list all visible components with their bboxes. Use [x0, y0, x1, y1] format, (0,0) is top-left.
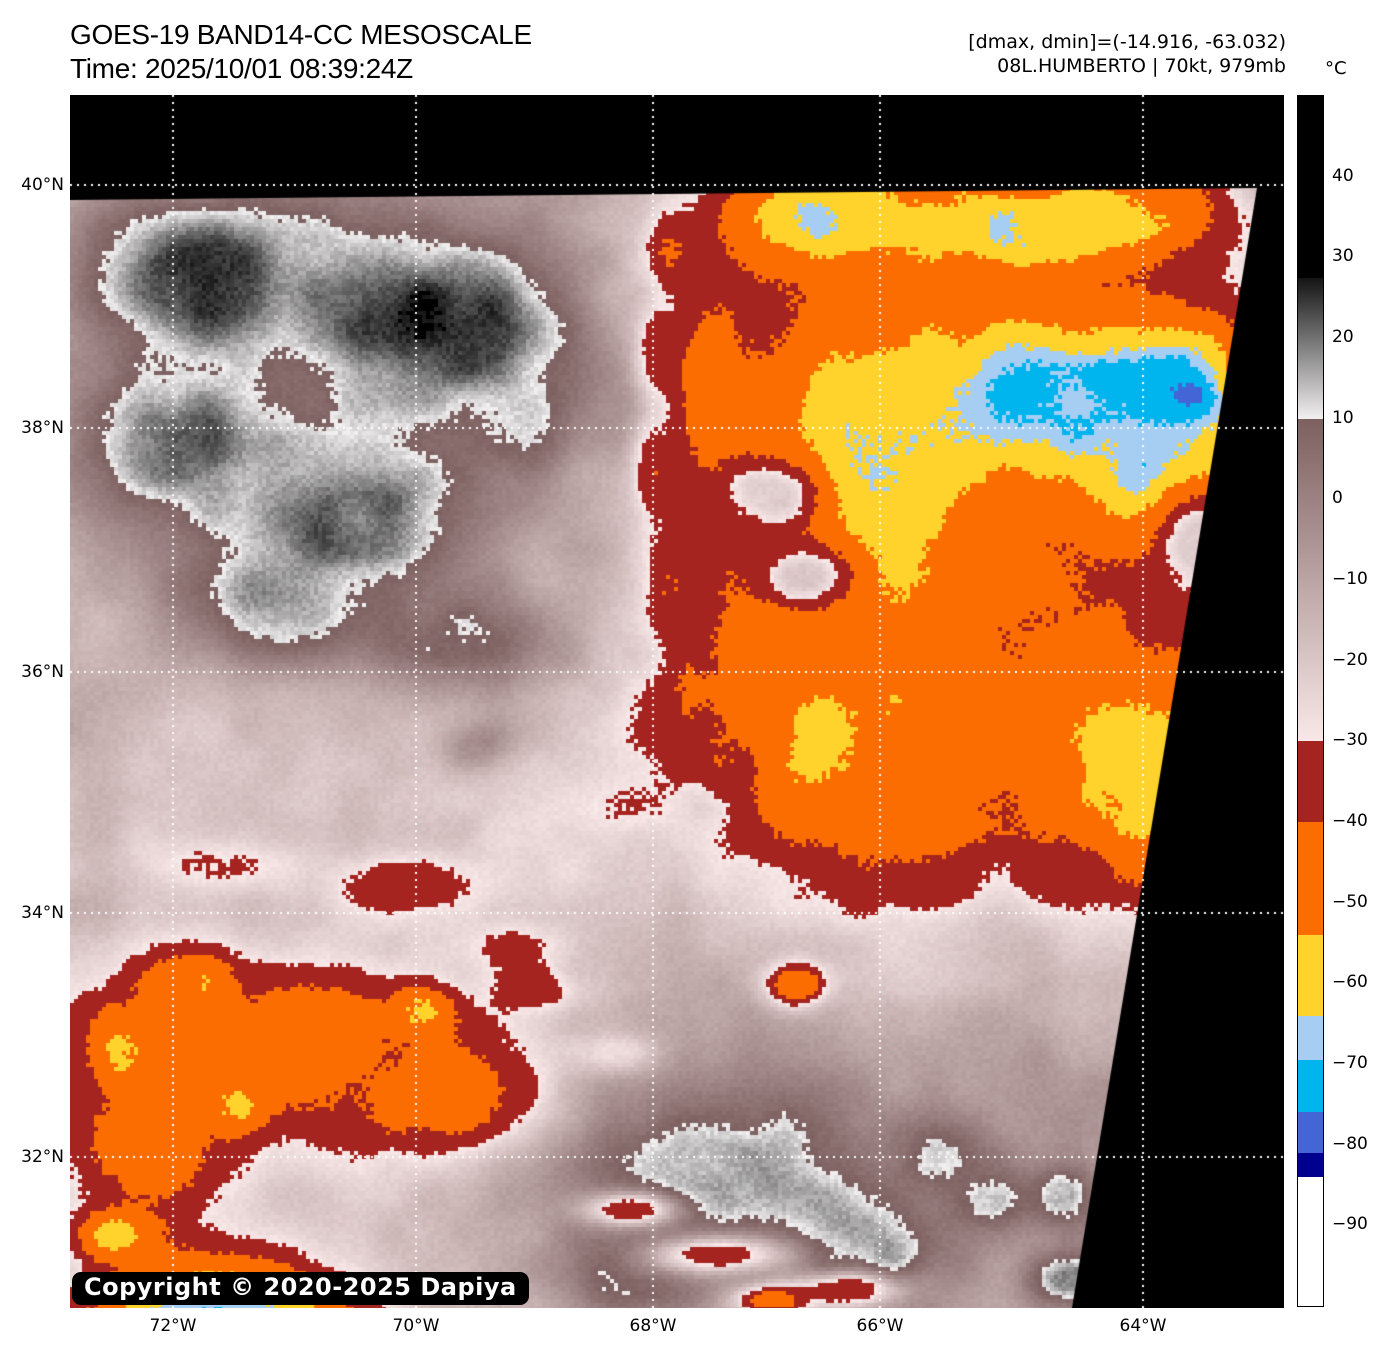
colorbar-tick-label: 30 — [1332, 246, 1354, 267]
lat-tick-label: 40°N — [21, 175, 64, 195]
colorbar-tick-label: −30 — [1332, 730, 1368, 751]
title-line1: GOES-19 BAND14-CC MESOSCALE — [70, 19, 532, 50]
colorbar — [1297, 95, 1324, 1307]
colorbar-segment — [1298, 934, 1323, 1016]
colorbar-segment — [1298, 96, 1323, 278]
lon-tick-label: 70°W — [392, 1316, 440, 1336]
colorbar-tick-label: −40 — [1332, 811, 1368, 831]
colorbar-unit-label: °C — [1325, 58, 1347, 79]
lon-tick-label: 68°W — [629, 1316, 677, 1336]
page-title: GOES-19 BAND14-CC MESOSCALE Time: 2025/1… — [70, 18, 532, 86]
colorbar-segment — [1298, 1152, 1323, 1177]
lat-tick-label: 32°N — [21, 1147, 64, 1167]
colorbar-segment — [1298, 1176, 1323, 1306]
colorbar-segment — [1298, 1015, 1323, 1060]
colorbar-tick-label: −80 — [1332, 1133, 1368, 1154]
lat-tick-label: 38°N — [21, 418, 64, 438]
lon-tick-label: 66°W — [856, 1316, 904, 1336]
lon-tick-label: 64°W — [1119, 1316, 1167, 1336]
colorbar-segment — [1298, 418, 1323, 742]
colorbar-tick-label: −90 — [1332, 1214, 1368, 1235]
colorbar-tick-label: −70 — [1332, 1053, 1368, 1073]
dmax-dmin-label: [dmax, dmin]=(-14.916, -63.032) — [968, 31, 1286, 53]
storm-annotation: [dmax, dmin]=(-14.916, -63.032) 08L.HUMB… — [968, 30, 1286, 78]
storm-info-label: 08L.HUMBERTO | 70kt, 979mb — [997, 55, 1286, 77]
map-plot-area: Copyright © 2020-2025 Dapiya — [70, 95, 1284, 1308]
lat-tick-label: 34°N — [21, 903, 64, 923]
colorbar-tick-label: −60 — [1332, 972, 1368, 993]
colorbar-tick-label: −20 — [1332, 649, 1368, 670]
colorbar-tick-label: −10 — [1332, 569, 1368, 589]
colorbar-tick-label: 10 — [1332, 407, 1354, 428]
lon-tick-label: 72°W — [149, 1316, 197, 1336]
colorbar-tick-label: −50 — [1332, 891, 1368, 912]
colorbar-tick-label: 0 — [1332, 488, 1343, 509]
colorbar-tick-label: 20 — [1332, 327, 1354, 347]
colorbar-segment — [1298, 1059, 1323, 1113]
colorbar-segment — [1298, 741, 1323, 822]
colorbar-tick-label: 40 — [1332, 165, 1354, 186]
title-line2: Time: 2025/10/01 08:39:24Z — [70, 53, 413, 84]
colorbar-segment — [1298, 277, 1323, 419]
colorbar-segment — [1298, 1112, 1323, 1153]
copyright-badge: Copyright © 2020-2025 Dapiya — [72, 1272, 529, 1305]
satellite-image-canvas — [70, 95, 1284, 1308]
lat-tick-label: 36°N — [21, 662, 64, 682]
colorbar-segment — [1298, 821, 1323, 935]
